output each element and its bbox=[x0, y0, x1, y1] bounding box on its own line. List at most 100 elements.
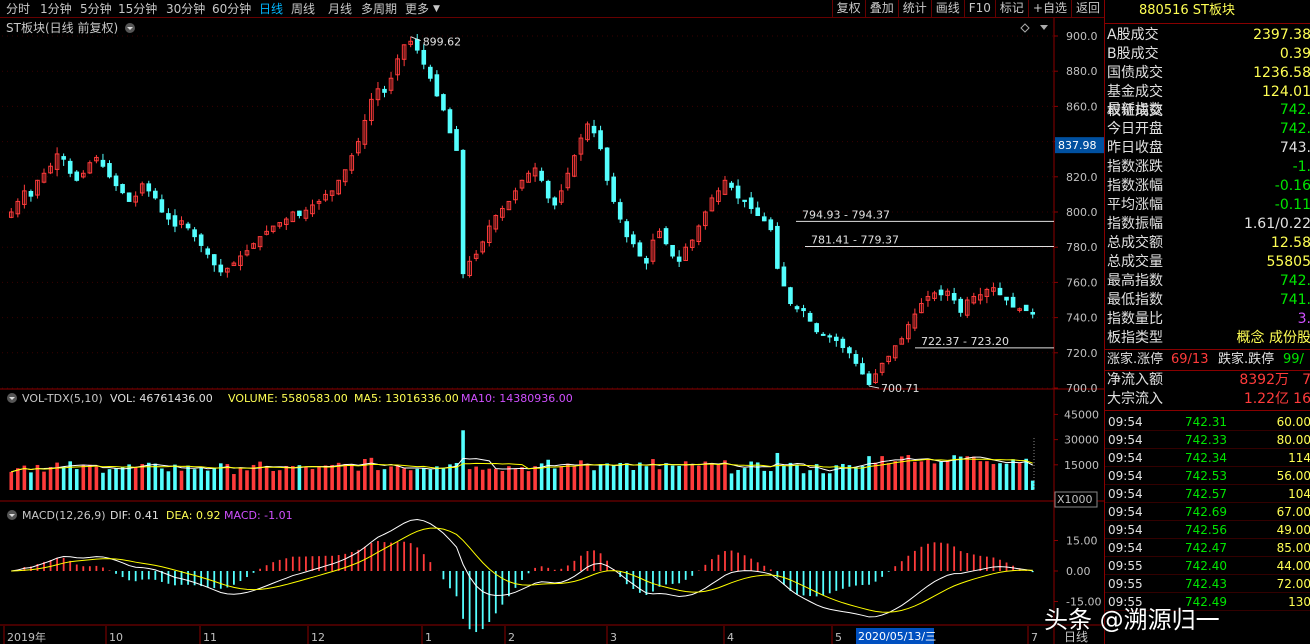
toolbar-button-1[interactable]: 叠加 bbox=[864, 0, 898, 18]
chevron-down-icon[interactable] bbox=[9, 397, 15, 400]
toolbar-button-0[interactable]: 复权 bbox=[831, 0, 865, 18]
tick-row: 09:55 742.40 44.00 bbox=[1105, 557, 1310, 575]
volume-bar bbox=[88, 464, 92, 490]
y-tick-label: 800.0 bbox=[1066, 206, 1098, 219]
candle-body bbox=[945, 290, 950, 296]
period-tab-6[interactable]: 日线 bbox=[259, 2, 284, 16]
y-tick-label: 820.0 bbox=[1066, 171, 1098, 184]
period-tab-5[interactable]: 60分钟 bbox=[212, 2, 252, 16]
candle-body bbox=[971, 295, 977, 304]
volume-bar bbox=[696, 465, 701, 490]
panel-divider bbox=[1105, 410, 1310, 411]
period-tab-0[interactable]: 分时 bbox=[6, 2, 31, 16]
volume-bar bbox=[906, 455, 911, 490]
index-row-12: 板指类型 概念 成份股 bbox=[1105, 329, 1310, 348]
index-row-5-value: -0.11 bbox=[1274, 197, 1310, 213]
candle-body bbox=[434, 74, 440, 97]
volume-bar bbox=[520, 467, 524, 490]
volume-bar bbox=[480, 469, 485, 490]
tick-vol: 60.00 bbox=[1276, 415, 1310, 429]
period-tab-7[interactable]: 周线 bbox=[291, 2, 316, 16]
tick-row: 09:55 742.43 72.00 bbox=[1105, 575, 1310, 593]
volume-bar bbox=[631, 469, 636, 490]
toolbar-button-3[interactable]: 画线 bbox=[930, 0, 964, 18]
chevron-down-icon[interactable] bbox=[127, 27, 133, 30]
volume-bar bbox=[441, 468, 446, 490]
kline-chart-svg[interactable]: 900.0880.0860.0840.0820.0800.0780.0760.0… bbox=[0, 18, 1104, 644]
volume-bar bbox=[428, 469, 433, 490]
tick-row: 09:54 742.57 104 bbox=[1105, 485, 1310, 503]
tick-time: 09:55 bbox=[1108, 577, 1143, 591]
toolbar-button-7[interactable]: 返回 bbox=[1070, 0, 1104, 18]
x-tick-label: 10 bbox=[109, 631, 123, 644]
vol-y-tick-label: 30000 bbox=[1064, 434, 1099, 447]
volume-bar bbox=[330, 464, 334, 490]
tick-price: 742.47 bbox=[1185, 541, 1227, 555]
volume-bar bbox=[232, 474, 236, 490]
volume-bar bbox=[271, 470, 275, 490]
index-row-3-value: -1. bbox=[1292, 159, 1310, 175]
diamond-icon[interactable] bbox=[1020, 23, 1030, 33]
volume-value: VOLUME: 5580583.00 bbox=[228, 392, 348, 405]
volume-bar bbox=[690, 465, 695, 490]
candle-body bbox=[604, 147, 610, 181]
index-row-11-value: 3. bbox=[1297, 311, 1310, 327]
volume-bar bbox=[74, 469, 79, 490]
index-row-2-value: 743. bbox=[1279, 140, 1310, 156]
toolbar-button-4[interactable]: F10 bbox=[963, 0, 995, 18]
candle-body bbox=[984, 288, 990, 297]
vol-ma5-value: MA5: 13016336.00 bbox=[354, 392, 459, 405]
chevron-down-icon[interactable] bbox=[9, 514, 15, 517]
flow-row-1-extra: 16 bbox=[1293, 391, 1310, 407]
collapse-icon[interactable] bbox=[1040, 25, 1048, 30]
tick-price: 742.31 bbox=[1185, 415, 1227, 429]
tick-row: 09:54 742.53 56.00 bbox=[1105, 467, 1310, 485]
toolbar-button-5[interactable]: 标记 bbox=[994, 0, 1028, 18]
candle-body bbox=[532, 167, 538, 177]
index-row-0-label: 最新指数 bbox=[1107, 102, 1163, 118]
y-tick-label: 760.0 bbox=[1066, 276, 1098, 289]
tick-time: 09:54 bbox=[1108, 541, 1143, 555]
volume-bar bbox=[552, 468, 557, 490]
period-tab-9[interactable]: 多周期 bbox=[361, 2, 398, 16]
tick-price: 742.69 bbox=[1185, 505, 1227, 519]
kline-chart-area[interactable]: 900.0880.0860.0840.0820.0800.0780.0760.0… bbox=[0, 18, 1104, 644]
candle-body bbox=[113, 175, 119, 187]
candle-body bbox=[238, 255, 243, 266]
toolbar-button-6[interactable]: +自选 bbox=[1027, 0, 1071, 18]
tick-vol: 104 bbox=[1288, 487, 1310, 501]
volume-bar bbox=[795, 464, 799, 490]
period-tab-3[interactable]: 15分钟 bbox=[118, 2, 158, 16]
tick-price: 742.40 bbox=[1185, 559, 1227, 573]
candle-body bbox=[545, 180, 551, 199]
volume-bar bbox=[775, 452, 780, 490]
volume-bar bbox=[61, 467, 66, 490]
candle-body bbox=[8, 211, 14, 218]
volume-bar bbox=[173, 464, 177, 490]
period-tab-4[interactable]: 30分钟 bbox=[166, 2, 206, 16]
volume-bar bbox=[572, 466, 577, 490]
candle-body bbox=[441, 94, 446, 111]
index-row-1-value: 742. bbox=[1279, 121, 1310, 137]
candle-body bbox=[277, 222, 283, 227]
period-tab-8[interactable]: 月线 bbox=[328, 2, 353, 16]
candle-body bbox=[205, 248, 211, 255]
candle-body bbox=[591, 125, 597, 134]
volume-bar bbox=[611, 465, 616, 490]
chevron-down-icon[interactable]: ▼ bbox=[433, 4, 440, 14]
period-tab-10[interactable]: 更多 bbox=[405, 2, 430, 16]
toolbar-button-2[interactable]: 统计 bbox=[897, 0, 931, 18]
high-price-label: 899.62 bbox=[423, 36, 462, 49]
candle-body bbox=[316, 200, 322, 204]
index-row-7-value: 12.58 bbox=[1270, 235, 1310, 251]
volume-bar bbox=[42, 471, 46, 490]
breadth-down-value: 99/ bbox=[1283, 352, 1304, 367]
period-tab-2[interactable]: 5分钟 bbox=[80, 2, 112, 16]
candle-body bbox=[323, 193, 328, 201]
candle-body bbox=[329, 190, 335, 196]
volume-bar bbox=[29, 472, 33, 490]
volume-bar bbox=[323, 465, 328, 490]
candle-body bbox=[978, 294, 983, 301]
period-tab-1[interactable]: 1分钟 bbox=[40, 2, 72, 16]
